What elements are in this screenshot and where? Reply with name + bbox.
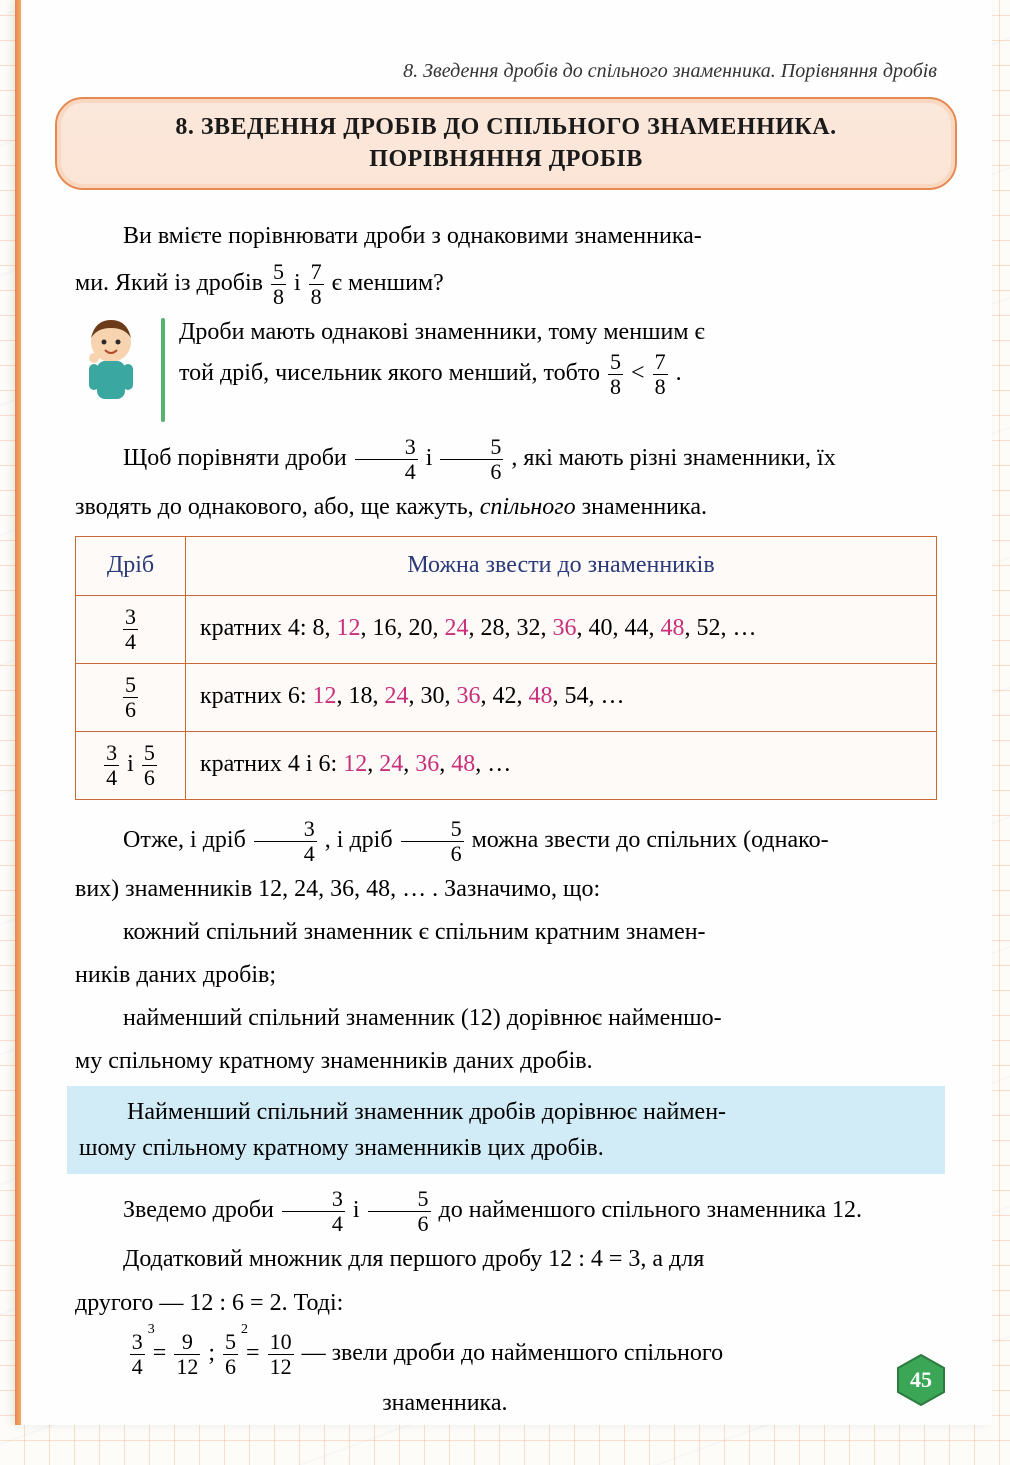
table-header-row: Дріб Можна звести до знаменників [76,537,937,595]
table-cell-multiples: кратних 4 і 6: 12, 24, 36, 48, … [186,731,937,799]
intro-post: є меншим? [332,270,444,296]
table-cell-multiples: кратних 4: 8, 12, 16, 20, 24, 28, 32, 36… [186,595,937,663]
lt-sign: < [631,360,651,386]
table-cell-fraction: 34 [76,595,186,663]
running-head: 8. Зведення дробів до спільного знаменни… [75,60,937,83]
reduce-pre: Зведемо дроби [123,1197,280,1223]
rule-box: Найменший спільний знаменник дробів дорі… [67,1086,945,1174]
bullet-1-l2: ників даних дробів; [75,957,937,994]
table-fraction: 34 [123,606,138,653]
fraction-5-6-c: 56 [401,818,464,865]
reduce-mid: і [353,1197,366,1223]
fraction-5-8: 58 [271,261,286,308]
after-table-line-1: Отже, і дріб 34 , і дріб 56 можна звести… [75,818,937,865]
at-mid: , і дріб [325,827,399,853]
table-row: 34 кратних 4: 8, 12, 16, 20, 24, 28, 32, … [76,595,937,663]
fraction-7-8-b: 78 [653,351,668,398]
fraction-5-8-b: 58 [608,351,623,398]
callout-l2-post: . [676,360,682,386]
eq-tail-1: — звели дроби до найменшого спільного [302,1340,724,1366]
fraction-7-8: 78 [309,261,324,308]
fraction-3-4-d: 34 [282,1188,345,1235]
para2-pre: Щоб порівняти дроби [123,445,353,471]
table-fraction: 56 [142,742,157,789]
table-head-right: Можна звести до знаменників [186,537,937,595]
table-row: 34 і 56кратних 4 і 6: 12, 24, 36, 48, … [76,731,937,799]
table-cell-fraction: 34 і 56 [76,731,186,799]
bullet-1-l1: кожний спільний знаменник є спільним кра… [75,914,937,951]
table-row: 56 кратних 6: 12, 18, 24, 30, 36, 42, 48,… [76,663,937,731]
table-head-left: Дріб [76,537,186,595]
fraction-3-4-sup3: 3 34 [130,1331,145,1378]
equation-line: 3 34 = 912 ; 2 56 = 1012 — звели дроби д… [128,1328,937,1429]
eq-sign-1: = [153,1340,173,1366]
extra-line-1: Додатковий множник для першого дробу 12 … [75,1241,937,1278]
bullet-2-l2: му спільному кратному знаменників даних … [75,1043,937,1080]
eq-tail-2: знаменника. [382,1378,937,1428]
callout-line-2: той дріб, чисельник якого менший, тобто … [179,351,937,398]
fraction-9-12: 912 [174,1331,200,1378]
callout-line-1: Дроби мають однакові знаменники, тому ме… [179,314,937,351]
eq-sep: ; [208,1340,221,1366]
title-line-1: 8. ЗВЕДЕННЯ ДРОБІВ ДО СПІЛЬНОГО ЗНАМЕННИ… [77,111,935,143]
fraction-3-4: 34 [355,436,418,483]
table-fraction: 56 [123,674,138,721]
fraction-5-6: 56 [440,436,503,483]
callout-text: Дроби мають однакові знаменники, тому ме… [179,314,937,398]
at-post: можна звести до спільних (однако- [472,827,829,853]
callout-divider-bar [161,318,165,422]
after-table-line-2: вих) знаменників 12, 24, 36, 48, … . Заз… [75,871,937,908]
para2-line-2: зводять до однакового, або, ще кажуть, с… [75,489,937,526]
fraction-5-6-d: 56 [368,1188,431,1235]
reduce-line: Зведемо дроби 34 і 56 до найменшого спіл… [75,1188,937,1235]
eq-sign-2: = [246,1340,266,1366]
page-paper: 8. Зведення дробів до спільного знаменни… [15,0,992,1425]
rule-line-2: шому спільному кратному знаменників цих … [79,1130,933,1166]
intro-pre: ми. Який із дробів [75,270,269,296]
fraction-5-6-sup2: 2 56 [223,1331,238,1378]
intro-line-2: ми. Який із дробів 58 і 78 є меншим? [75,261,937,308]
title-line-2: ПОРІВНЯННЯ ДРОБІВ [77,143,935,175]
para2-mid: і [426,445,439,471]
fraction-10-12: 1012 [268,1331,294,1378]
rule-line-1: Найменший спільний знаменник дробів дорі… [79,1094,933,1130]
reduce-post: до найменшого спільного знаменника 12. [439,1197,862,1223]
table-cell-multiples: кратних 6: 12, 18, 24, 30, 36, 42, 48, 5… [186,663,937,731]
extra-line-2: другого — 12 : 6 = 2. Тоді: [75,1285,937,1322]
para2-line-1: Щоб порівняти дроби 34 і 56 , які мають … [75,436,937,483]
page-number: 45 [910,1367,932,1393]
at-pre: Отже, і дріб [123,827,252,853]
para2-post: , які мають різні знаменники, їх [511,445,835,471]
boy-icon [75,314,147,426]
table-fraction: 34 [104,742,119,789]
character-callout: Дроби мають однакові знаменники, тому ме… [75,314,937,426]
denominator-table: Дріб Можна звести до знаменників 34 кратн… [75,536,937,799]
intro-mid: і [294,270,307,296]
table-cell-fraction: 56 [76,663,186,731]
page-number-badge: 45 [894,1353,948,1407]
fraction-3-4-c: 34 [254,818,317,865]
body-text: Ви вмієте порівнювати дроби з однаковими… [75,218,937,1429]
callout-l2-pre: той дріб, чисельник якого менший, тобто [179,360,606,386]
bullet-2-l1: найменший спільний знаменник (12) дорівн… [75,1000,937,1037]
chapter-title-banner: 8. ЗВЕДЕННЯ ДРОБІВ ДО СПІЛЬНОГО ЗНАМЕННИ… [55,97,957,190]
intro-line-1: Ви вмієте порівнювати дроби з однаковими… [75,218,937,255]
